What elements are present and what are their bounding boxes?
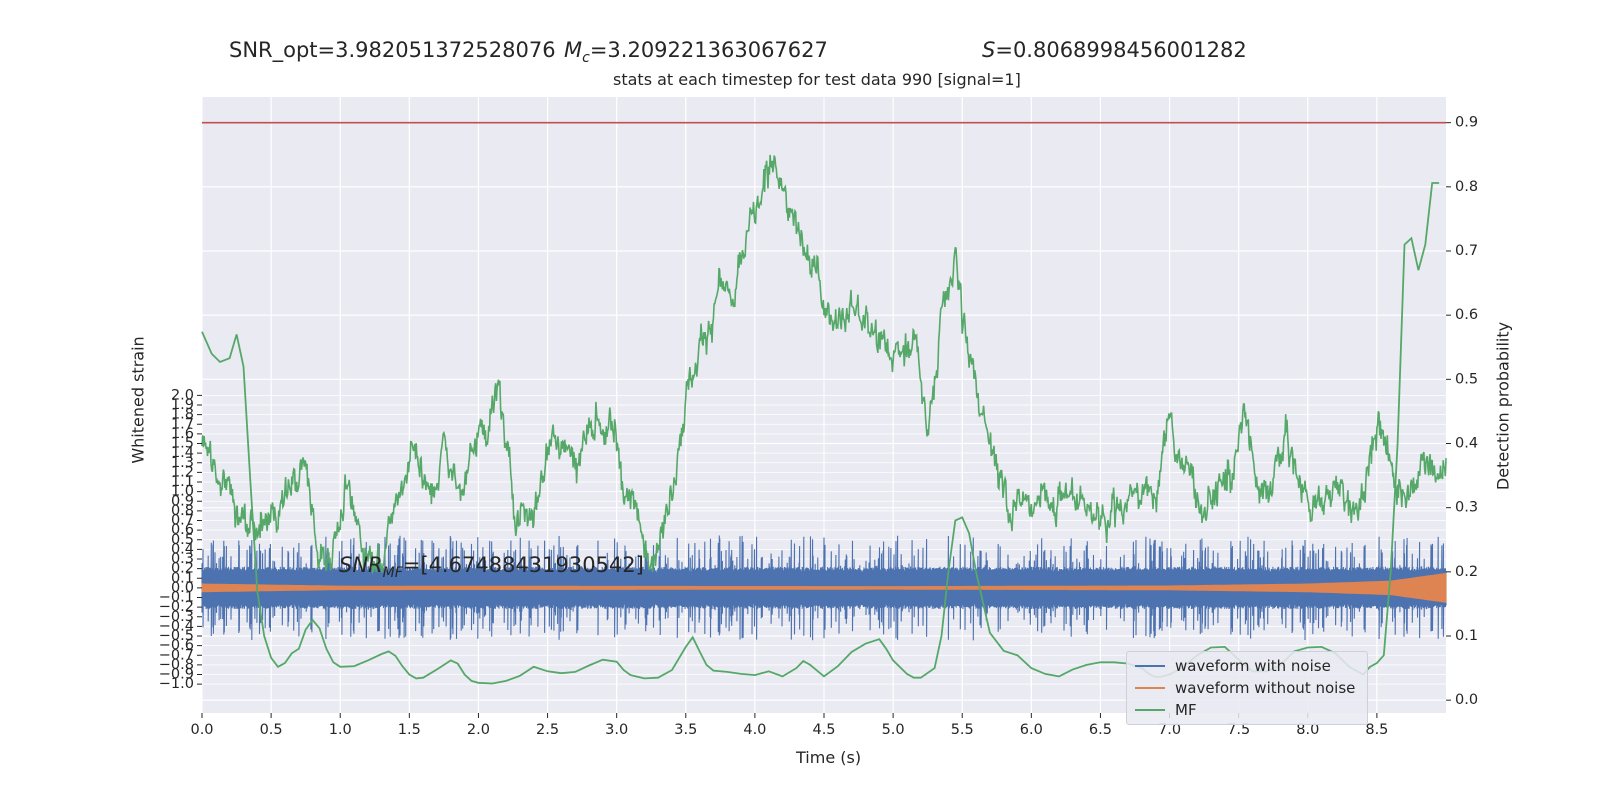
snr-opt-label: SNR_opt=3.982051372528076 [229,38,556,62]
x-tick-label: 1.0 [329,722,352,738]
y-left-tick-label: 0.7 [171,513,194,529]
x-tick-label: 5.5 [951,722,974,738]
y-left-tick-label: 0.2 [171,561,194,577]
legend-swatch-clean [1135,687,1165,689]
y-left-tick-label: 1.0 [171,484,194,500]
y-left-tick-label: −1.0 [159,676,194,692]
s-stat-label: S=0.8068998456001282 [982,38,1247,62]
y-left-tick-label: 0.5 [171,532,194,548]
x-tick-label: 2.5 [536,722,559,738]
legend-item-noisy: waveform with noise [1135,655,1331,677]
y-left-tick-label: −0.5 [159,628,194,644]
chirp-mass-subscript: c [582,50,590,67]
y-left-tick-label: −0.8 [159,657,194,673]
y-left-tick-label: 1.6 [171,426,194,442]
legend-swatch-noisy [1135,665,1165,667]
chirp-mass-value: =3.209221363067627 [589,38,828,62]
y-left-tick-label: −0.3 [159,609,194,625]
chart-title: stats at each timestep for test data 990… [613,70,1021,89]
snr-mf-value: =[4.67488431930542] [402,553,644,577]
x-tick-label: 1.5 [398,722,421,738]
legend-item-clean: waveform without noise [1135,677,1355,699]
x-tick-label: 6.0 [1020,722,1043,738]
y-left-tick-label: 1.1 [171,474,194,490]
y-left-tick-label: 1.5 [171,436,194,452]
y-left-tick-label: −0.7 [159,647,194,663]
legend: waveform with noise waveform without noi… [1126,651,1368,725]
y-left-tick-label: 1.7 [171,416,194,432]
x-tick-label: 4.5 [812,722,835,738]
snr-mf-subscript: MF [382,565,403,582]
y-right-tick-label: 0.0 [1455,692,1478,708]
x-tick-label: 5.0 [882,722,905,738]
y-left-tick-label: −0.9 [159,667,194,683]
series-detection-probability [201,154,1447,575]
y-left-tick-label: 1.3 [171,455,194,471]
y-left-tick-label: 0.1 [171,570,194,586]
x-tick-label: 2.0 [467,722,490,738]
y-axis-left-label: Whitened strain [128,336,148,464]
legend-label-noisy: waveform with noise [1175,657,1331,675]
y-right-tick-label: 0.2 [1455,564,1478,580]
legend-item-mf: MF [1135,699,1197,721]
y-right-tick-label: 0.8 [1455,179,1478,195]
y-left-tick-label: −0.1 [159,590,194,606]
x-tick-label: 3.5 [674,722,697,738]
y-right-tick-label: 0.9 [1455,115,1478,131]
y-left-tick-label: −0.6 [159,638,194,654]
s-stat-symbol: S [982,38,996,62]
y-right-tick-label: 0.1 [1455,628,1478,644]
y-left-tick-label: 2.0 [171,387,194,403]
y-right-tick-label: 0.5 [1455,371,1478,387]
x-tick-label: 4.0 [743,722,766,738]
x-tick-label: 6.5 [1089,722,1112,738]
y-left-tick-label: 0.3 [171,551,194,567]
y-left-tick-label: 0.0 [171,580,194,596]
x-tick-label: 0.5 [260,722,283,738]
y-left-tick-label: 1.9 [171,397,194,413]
y-left-tick-label: −0.4 [159,618,194,634]
y-left-tick-label: −0.2 [159,599,194,615]
y-right-tick-label: 0.6 [1455,307,1478,323]
y-right-tick-label: 0.4 [1455,436,1478,452]
x-tick-label: 3.0 [605,722,628,738]
s-stat-value: =0.8068998456001282 [995,38,1247,62]
x-tick-label: 8.5 [1365,722,1388,738]
y-left-tick-label: 0.8 [171,503,194,519]
chirp-mass-symbol: M [564,38,583,62]
chirp-mass-label: Mc=3.209221363067627 [564,38,828,66]
y-left-tick-label: 0.6 [171,522,194,538]
y-left-tick-label: 1.4 [171,445,194,461]
y-right-tick-label: 0.7 [1455,243,1478,259]
x-tick-label: 7.0 [1158,722,1181,738]
y-left-tick-label: 0.9 [171,493,194,509]
snr-mf-annotation: SNRMF=[4.67488431930542] [339,553,644,581]
y-axis-right-label: Detection probability [1493,321,1513,491]
x-axis-label: Time (s) [796,748,862,767]
y-left-tick-label: 1.2 [171,464,194,480]
y-left-tick-label: 0.4 [171,541,194,557]
series-waveform-without-noise [201,572,1447,603]
y-left-tick-label: 1.8 [171,407,194,423]
x-tick-label: 8.0 [1296,722,1319,738]
y-right-tick-label: 0.3 [1455,500,1478,516]
legend-label-clean: waveform without noise [1175,679,1356,697]
snr-mf-symbol: SNR [339,553,383,577]
x-tick-label: 0.0 [190,722,213,738]
x-tick-label: 7.5 [1227,722,1250,738]
legend-label-mf: MF [1175,701,1197,719]
legend-swatch-mf [1135,709,1165,711]
